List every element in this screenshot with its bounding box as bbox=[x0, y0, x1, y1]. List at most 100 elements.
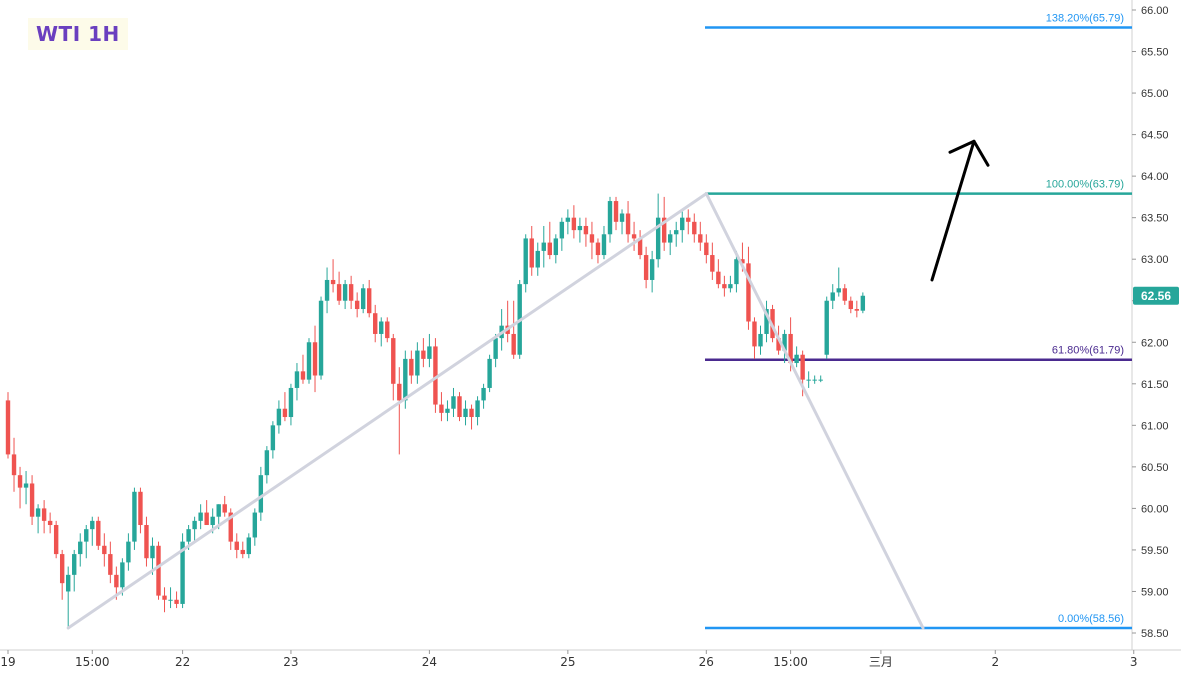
candle-body bbox=[668, 234, 673, 243]
candle-body bbox=[354, 300, 360, 310]
candle-body bbox=[150, 545, 155, 559]
price-tick-label: 63.00 bbox=[1141, 254, 1169, 266]
candle-body bbox=[812, 379, 817, 381]
candle-body bbox=[710, 255, 715, 272]
candle-body bbox=[324, 279, 330, 301]
candle-body bbox=[661, 217, 667, 243]
candle-body bbox=[342, 284, 348, 301]
candle-body bbox=[186, 529, 191, 542]
candle-body bbox=[764, 309, 769, 334]
candle-body bbox=[246, 537, 251, 555]
candle-body bbox=[276, 408, 282, 426]
candle-body bbox=[180, 541, 185, 604]
fibonacci-levels: 138.20%(65.79) 100.00%(63.79) 61.80%(61.79… bbox=[705, 12, 1132, 630]
candle-body bbox=[409, 358, 414, 376]
candle-body bbox=[704, 242, 709, 256]
candle-body bbox=[216, 504, 221, 517]
candle-body bbox=[746, 263, 751, 322]
chart-title: WTI 1H bbox=[36, 22, 120, 46]
candle-body bbox=[758, 333, 763, 347]
candle-body bbox=[156, 545, 161, 596]
candle-body bbox=[433, 346, 438, 405]
candle-body bbox=[806, 379, 811, 381]
candle-body bbox=[487, 358, 492, 388]
candle-body bbox=[571, 217, 577, 231]
price-tick-label: 65.00 bbox=[1141, 88, 1169, 100]
candle-body bbox=[41, 508, 47, 521]
candle-body bbox=[481, 387, 486, 401]
candle-body bbox=[457, 396, 462, 418]
candle-body bbox=[23, 483, 29, 488]
candle-body bbox=[120, 562, 125, 588]
candle-body bbox=[511, 333, 516, 355]
price-axis-separator bbox=[0, 0, 1181, 651]
candle-body bbox=[306, 342, 312, 380]
candle-body bbox=[252, 512, 258, 538]
candle-body bbox=[607, 201, 613, 235]
candle-body bbox=[475, 400, 480, 418]
candlestick-series bbox=[5, 193, 866, 629]
candle-body bbox=[282, 408, 288, 418]
price-tick-label: 63.50 bbox=[1141, 213, 1169, 225]
time-tick-label: 24 bbox=[422, 655, 437, 669]
chart-title-box: WTI 1H bbox=[28, 18, 128, 50]
candle-body bbox=[613, 201, 619, 222]
candle-body bbox=[776, 338, 781, 351]
candle-body bbox=[469, 408, 474, 418]
candle-body bbox=[312, 342, 318, 376]
candle-body bbox=[204, 512, 209, 526]
candle-body bbox=[451, 396, 456, 409]
price-tick-label: 61.00 bbox=[1141, 420, 1169, 432]
candle-body bbox=[330, 279, 336, 285]
candle-body bbox=[680, 217, 685, 231]
candle-body bbox=[674, 230, 679, 235]
time-tick-label: 15:00 bbox=[773, 655, 808, 669]
candle-body bbox=[698, 234, 703, 243]
candle-body bbox=[649, 259, 655, 280]
candle-body bbox=[577, 225, 583, 231]
candle-body bbox=[782, 333, 787, 351]
candle-body bbox=[96, 520, 101, 546]
candle-body bbox=[5, 400, 11, 455]
candle-body bbox=[583, 225, 589, 235]
time-tick-label: 15:00 bbox=[75, 655, 110, 669]
candle-body bbox=[288, 387, 294, 418]
time-tick-label: 26 bbox=[699, 655, 714, 669]
candle-body bbox=[47, 520, 53, 526]
candle-body bbox=[162, 595, 167, 600]
candle-body bbox=[415, 350, 420, 376]
candle-body bbox=[132, 491, 137, 542]
candle-body bbox=[463, 408, 468, 418]
candle-body bbox=[198, 512, 203, 521]
candle-body bbox=[692, 221, 697, 235]
candle-body bbox=[734, 259, 739, 285]
candle-body bbox=[210, 516, 215, 526]
candle-body bbox=[836, 288, 841, 293]
candle-body bbox=[848, 300, 853, 310]
price-tick-label: 60.50 bbox=[1141, 462, 1169, 474]
candle-body bbox=[529, 238, 534, 268]
candle-body bbox=[541, 242, 546, 251]
time-tick-label: 三月 bbox=[869, 655, 893, 669]
candle-body bbox=[222, 504, 227, 513]
candle-body bbox=[348, 284, 354, 301]
price-tick-label: 65.50 bbox=[1141, 47, 1169, 59]
candle-body bbox=[686, 217, 691, 222]
last-price-tag: 62.56 bbox=[1133, 286, 1179, 305]
candle-body bbox=[318, 300, 324, 376]
fib-level-label: 100.00%(63.79) bbox=[1046, 179, 1124, 191]
trend-line bbox=[66, 192, 708, 630]
candle-body bbox=[601, 234, 607, 256]
candle-body bbox=[553, 238, 559, 256]
candle-body bbox=[631, 234, 637, 239]
candle-body bbox=[114, 574, 119, 588]
candle-body bbox=[373, 313, 378, 334]
candle-body bbox=[270, 425, 276, 451]
candle-body bbox=[144, 525, 149, 559]
price-axis: 66.0065.5065.0064.5064.0063.5063.0062.50… bbox=[1132, 5, 1169, 640]
candle-body bbox=[234, 541, 239, 550]
fib-level-label: 61.80%(61.79) bbox=[1052, 345, 1124, 357]
candle-body bbox=[385, 321, 390, 339]
candle-body bbox=[427, 346, 432, 359]
